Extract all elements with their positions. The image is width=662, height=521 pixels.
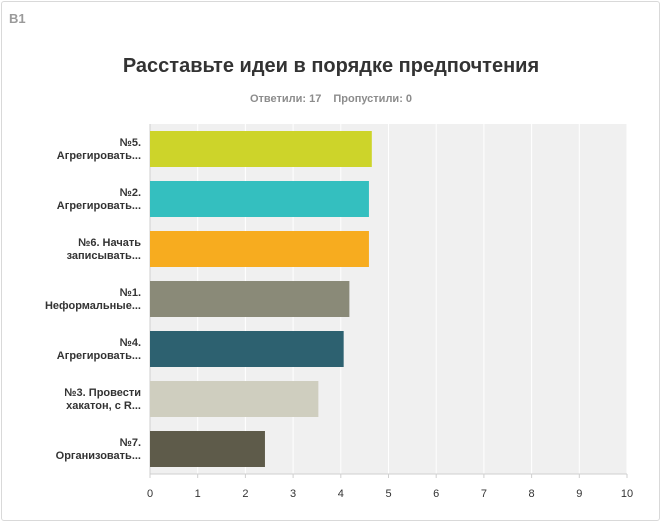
x-tick-label: 0 xyxy=(147,488,153,500)
y-tick-label-line: Агрегировать... xyxy=(57,200,141,212)
bar xyxy=(150,231,369,267)
y-tick-label-line: Неформальные... xyxy=(45,300,141,312)
y-tick-label: №6. Начать записывать... xyxy=(67,237,142,262)
y-tick-label-line: №2. xyxy=(120,187,141,199)
y-tick-label-line: №7. xyxy=(120,437,141,449)
x-tick-label: 3 xyxy=(290,488,296,500)
bar xyxy=(150,281,350,317)
bar xyxy=(150,381,319,417)
bar xyxy=(150,181,369,217)
y-tick-label: №2. Агрегировать... xyxy=(57,187,141,212)
skipped-count: Пропустили: 0 xyxy=(333,93,413,105)
y-tick-label-line: №5. xyxy=(120,137,141,149)
y-tick-label-line: №3. Провести xyxy=(64,387,141,399)
y-tick-label-line: №4. xyxy=(120,337,141,349)
chart-title: Расставьте идеи в порядке предпочтения xyxy=(122,55,540,77)
y-tick-label: №3. Провести хакатон, с R... xyxy=(64,387,141,412)
x-tick-label: 5 xyxy=(385,488,391,500)
y-tick-label-line: №6. Начать xyxy=(78,237,141,249)
y-tick-label: №1. Неформальные... xyxy=(45,287,141,312)
answered-count: Ответили: 17 xyxy=(249,93,322,105)
x-tick-label: 6 xyxy=(433,488,439,500)
x-tick-label: 10 xyxy=(621,488,633,500)
y-tick-label-line: Агрегировать... xyxy=(57,150,141,162)
x-tick-label: 2 xyxy=(242,488,248,500)
bar xyxy=(150,131,372,167)
y-tick-label-line: Агрегировать... xyxy=(57,350,141,362)
y-tick-label: №4. Агрегировать... xyxy=(57,337,141,362)
response-stats: Ответили: 17 Пропустили: 0 xyxy=(0,93,662,105)
y-tick-label-line: записывать... xyxy=(67,250,141,262)
x-tick-label: 9 xyxy=(576,488,582,500)
y-tick-label-line: Организовать... xyxy=(56,450,141,462)
x-tick-label: 1 xyxy=(195,488,201,500)
x-tick-label: 8 xyxy=(529,488,535,500)
bar xyxy=(150,431,265,467)
x-tick-label: 7 xyxy=(481,488,487,500)
bar xyxy=(150,331,344,367)
y-tick-label: №5. Агрегировать... xyxy=(57,137,141,162)
question-id: В1 xyxy=(9,11,26,26)
y-tick-label-line: хакатон, с R... xyxy=(66,400,141,412)
y-tick-label-line: №1. xyxy=(120,287,141,299)
x-tick-label: 4 xyxy=(338,488,344,500)
y-tick-label: №7. Организовать... xyxy=(56,437,141,462)
